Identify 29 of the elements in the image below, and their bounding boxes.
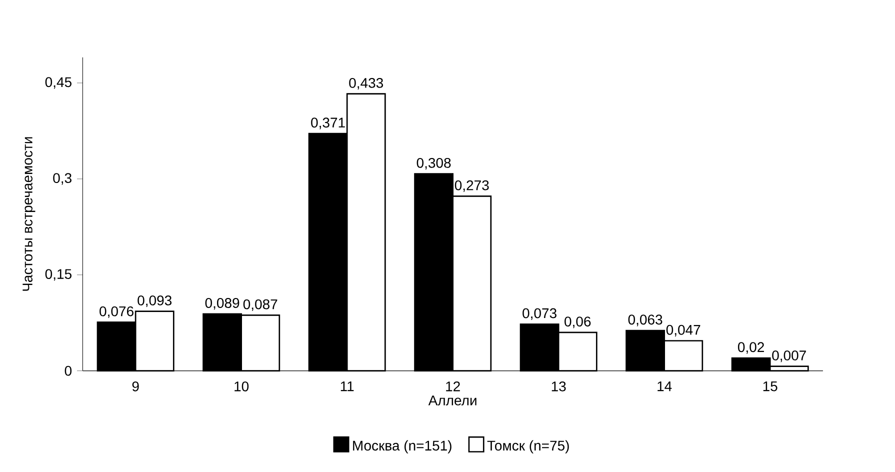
y-axis-title: Частоты встречаемости <box>22 137 36 291</box>
data-label: 0,308 <box>416 158 451 170</box>
y-tick-label: 0 <box>64 366 72 376</box>
data-label: 0,093 <box>138 295 172 307</box>
data-label: 0,076 <box>100 306 134 318</box>
data-label: 0,087 <box>243 299 278 311</box>
x-tick-label: 13 <box>552 381 566 392</box>
data-label: 0,433 <box>349 78 384 90</box>
data-label: 0,089 <box>205 298 240 310</box>
data-label: 0,073 <box>522 308 556 320</box>
legend-label: Москва (n=151) <box>353 440 452 454</box>
data-label: 0,06 <box>564 316 591 328</box>
x-tick-label: 15 <box>763 381 778 392</box>
y-tick-label: 0,15 <box>45 269 72 281</box>
data-label: 0,02 <box>738 342 764 354</box>
x-tick-label: 10 <box>234 381 249 392</box>
x-tick-label: 14 <box>658 381 672 391</box>
x-tick-label: 11 <box>340 381 354 391</box>
y-tick-label: 0,45 <box>45 77 72 89</box>
x-axis-title: Аллели <box>428 396 476 406</box>
data-label: 0,371 <box>311 118 345 130</box>
data-label: 0,007 <box>772 350 806 362</box>
legend-label: Томск (n=75) <box>487 440 569 454</box>
x-tick-label: 12 <box>446 381 460 392</box>
y-tick-label: 0,3 <box>53 173 72 185</box>
x-tick-label: 9 <box>132 381 139 392</box>
data-label: 0,273 <box>454 180 489 192</box>
data-label: 0,063 <box>628 314 662 326</box>
data-label: 0,047 <box>666 324 700 336</box>
